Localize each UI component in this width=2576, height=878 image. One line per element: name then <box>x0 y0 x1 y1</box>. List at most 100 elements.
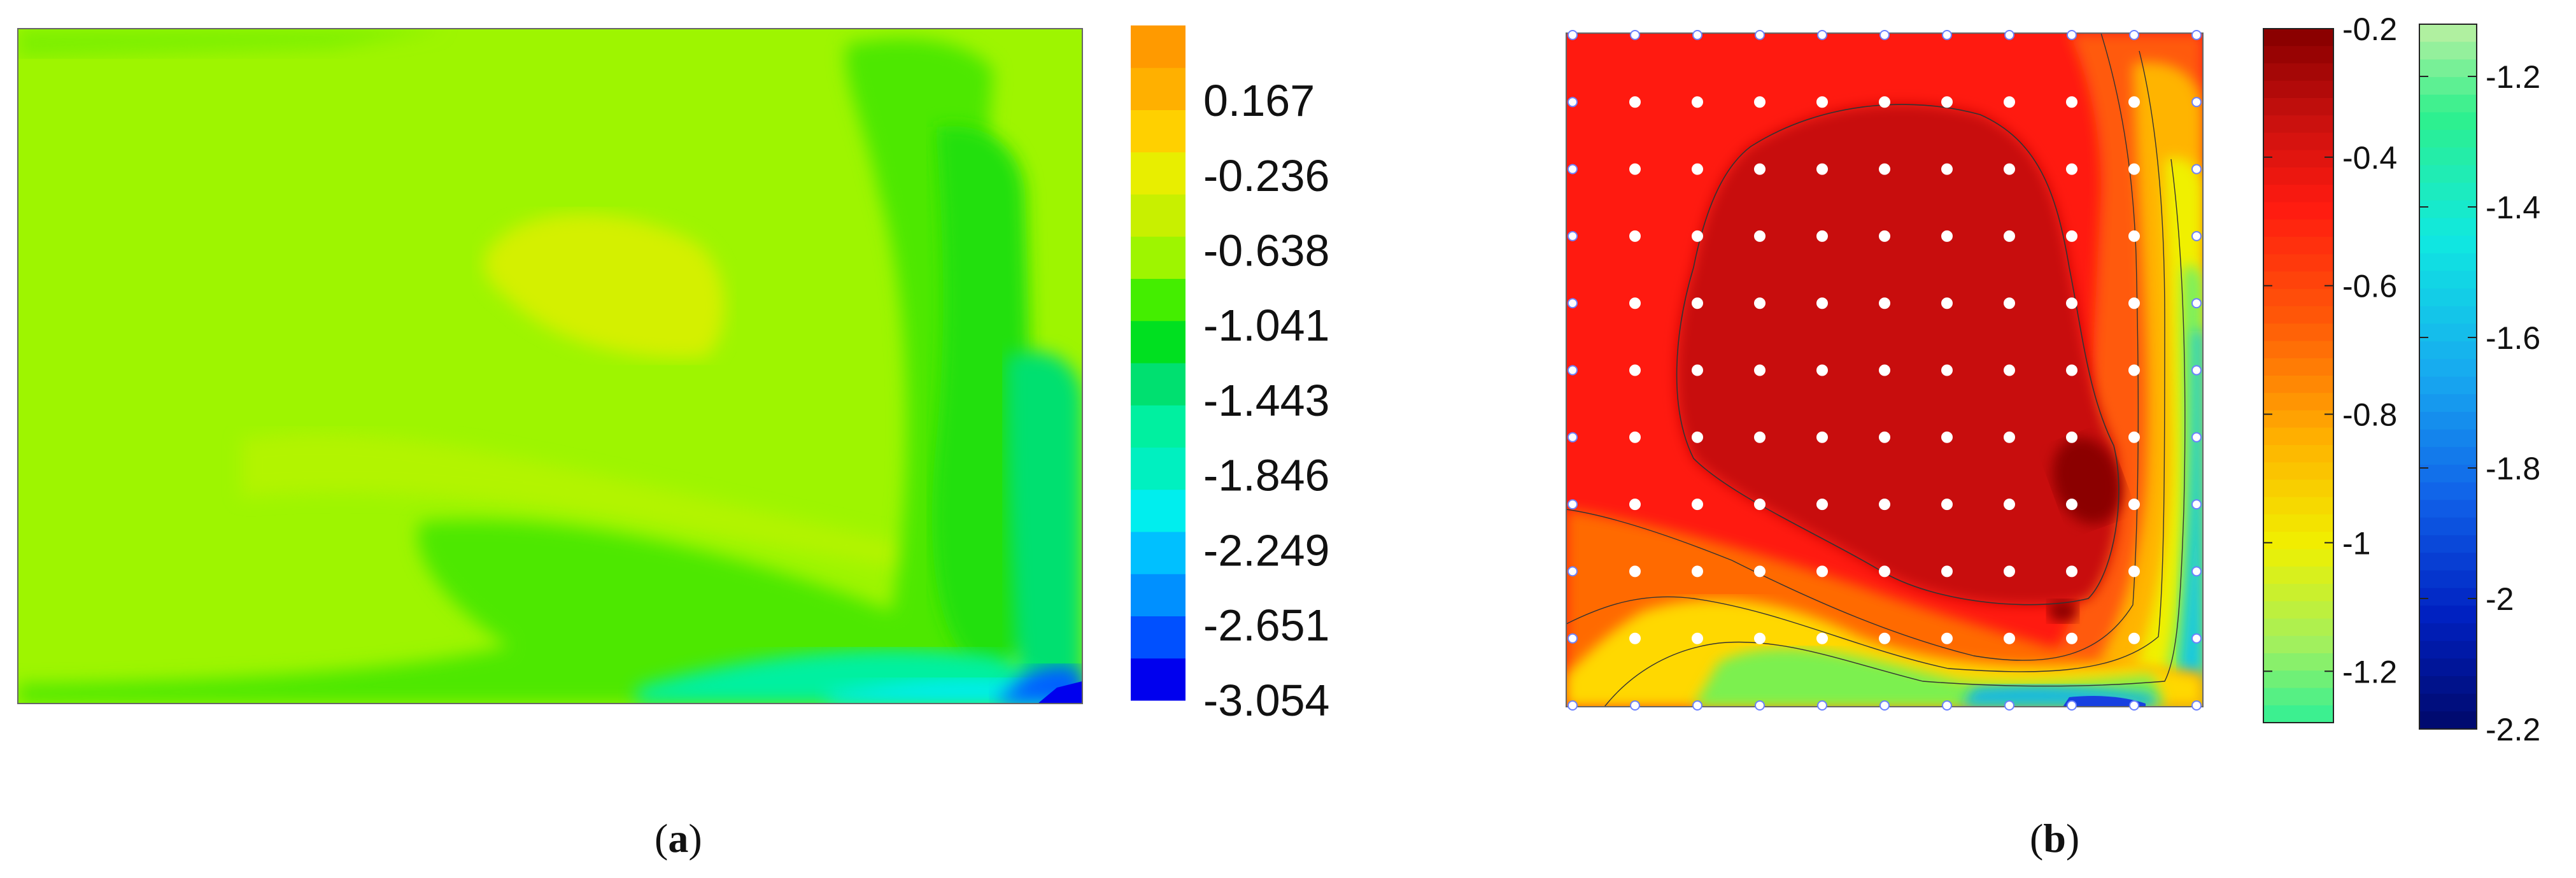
sensor-point <box>1568 298 1578 309</box>
sensor-point <box>1755 30 1765 40</box>
colorbar-b2-segment <box>2419 394 2477 413</box>
sensor-point <box>2066 230 2077 242</box>
sensor-point <box>2191 365 2202 376</box>
colorbar-b2-segment <box>2419 59 2477 78</box>
colorbar-b1-segment <box>2263 46 2333 64</box>
sensor-point <box>1692 230 1703 242</box>
sensor-point <box>1941 364 1953 376</box>
colorbar-a-ticks: 0.167 -0.236 -0.638 -1.041 -1.443 -1.846 -2.24… <box>1203 76 1329 725</box>
contour-line-core <box>1676 104 2120 605</box>
sensor-point <box>1754 431 1766 443</box>
colorbar-b2-segment <box>2419 94 2477 113</box>
sensor-point <box>1754 230 1766 242</box>
colorbar-b2-tick-label: -1.8 <box>2486 451 2540 486</box>
colorbar-a-segment <box>1131 110 1185 153</box>
field-a-bubble <box>484 214 725 358</box>
sensor-point <box>2004 96 2015 108</box>
panel-b: -0.2 -0.4 -0.6 -0.8 -1 -1.2 -1.2 -1.4 -1.6 -1.8-… <box>1337 0 2576 878</box>
sensor-point <box>2066 96 2077 108</box>
colorbar-b2-segment <box>2419 236 2477 254</box>
colorbar-b1-segment <box>2263 185 2333 203</box>
sensor-point <box>1879 499 1890 511</box>
colorbar-a-tick-label: -1.846 <box>1203 451 1329 500</box>
sensor-point <box>2066 297 2077 309</box>
colorbar-b1 <box>2263 28 2334 723</box>
colorbar-b1-segment <box>2263 566 2333 584</box>
sensor-point <box>1692 499 1703 511</box>
colorbar-b1-segment <box>2263 584 2333 602</box>
sensor-point <box>1629 364 1641 376</box>
sensor-point <box>1568 700 1578 711</box>
sensor-point <box>2004 230 2015 242</box>
colorbar-b1-segment <box>2263 479 2333 498</box>
sensor-point <box>1629 632 1641 644</box>
contour-field-b <box>1566 33 2203 707</box>
colorbar-b1-tick-label: -0.8 <box>2342 397 2397 433</box>
sensor-point <box>1941 499 1953 511</box>
sensor-point <box>1629 431 1641 443</box>
colorbar-b1-segment <box>2263 237 2333 255</box>
colorbar-b2-tick-label: -2.2 <box>2486 712 2540 747</box>
sensor-point <box>1754 163 1766 175</box>
sensor-point <box>2004 499 2015 511</box>
sensor-point <box>2191 499 2202 510</box>
colorbar-b2-segment <box>2419 447 2477 465</box>
sensor-point <box>2004 431 2015 443</box>
sensor-point <box>1879 632 1890 644</box>
sensor-point <box>2066 431 2077 443</box>
plot-frame-a <box>17 28 1083 704</box>
colorbar-a-tick-label: -1.443 <box>1203 376 1329 425</box>
colorbar-b1-segment <box>2263 618 2333 637</box>
colorbar-b1-ticks: -0.2 -0.4 -0.6 -0.8 -1 -1.2 <box>2263 11 2397 690</box>
colorbar-b1-segment <box>2263 410 2333 428</box>
sensor-point <box>1816 632 1828 644</box>
field-b-cyan-edge <box>2177 331 2203 688</box>
panel-b-svg: -0.2-0.4-0.6-0.8-1-1.2 -1.2-1.4-1.6-1.8-… <box>1566 11 2540 747</box>
colorbar-b1-segment <box>2263 271 2333 290</box>
colorbar-b2-tick-label: -1.2 <box>2486 59 2540 95</box>
sensor-point <box>1629 499 1641 511</box>
sensor-point <box>1568 230 1578 241</box>
colorbar-a-tick-label: -0.638 <box>1203 225 1329 275</box>
colorbar-b1-segment <box>2263 323 2333 342</box>
colorbar-a-segment <box>1131 532 1185 574</box>
caption-b: (b) <box>2030 816 2080 861</box>
colorbar-b1-segment <box>2263 705 2333 723</box>
sensor-point <box>1692 96 1703 108</box>
colorbar-a-segment <box>1131 25 1185 68</box>
colorbar-b2-segment <box>2419 623 2477 642</box>
sensor-point <box>1568 30 1578 40</box>
colorbar-b2-segment <box>2419 482 2477 500</box>
caption-a-label: a <box>668 816 689 861</box>
sensor-point <box>1816 364 1828 376</box>
sensor-point <box>1629 96 1641 108</box>
colorbar-b1-segment <box>2263 29 2333 46</box>
colorbar-a-tick-label: -1.041 <box>1203 301 1329 350</box>
sensor-point <box>1816 297 1828 309</box>
colorbar-a-segment <box>1131 447 1185 490</box>
colorbar-b2-segment <box>2419 41 2477 60</box>
colorbar-b2-segment <box>2419 517 2477 536</box>
sensor-point <box>2004 565 2015 577</box>
colorbar-b2-frame <box>2419 24 2477 730</box>
sensor-point <box>1692 364 1703 376</box>
colorbar-b2-tick-label: -1.6 <box>2486 320 2540 356</box>
sensor-point <box>1941 230 1953 242</box>
colorbar-b2 <box>2419 24 2477 730</box>
colorbar-b2-segment <box>2419 464 2477 483</box>
colorbar-b2-segment <box>2419 218 2477 236</box>
sensor-point <box>2128 632 2140 644</box>
colorbar-b1-segment <box>2263 341 2333 359</box>
sensor-point <box>2191 30 2202 40</box>
sensor-point <box>1755 700 1765 711</box>
colorbar-b1-tick-label: -0.2 <box>2342 11 2397 47</box>
colorbar-b1-frame <box>2263 28 2334 723</box>
sensor-point <box>1754 632 1766 644</box>
sensor-point <box>1817 700 1827 711</box>
colorbar-b2-segment <box>2419 711 2477 730</box>
colorbar-b2-tick-label: -2 <box>2486 581 2514 617</box>
sensor-point <box>1692 431 1703 443</box>
sensor-point <box>2067 30 2077 40</box>
colorbar-b1-segment <box>2263 306 2333 324</box>
sensor-point <box>1692 297 1703 309</box>
